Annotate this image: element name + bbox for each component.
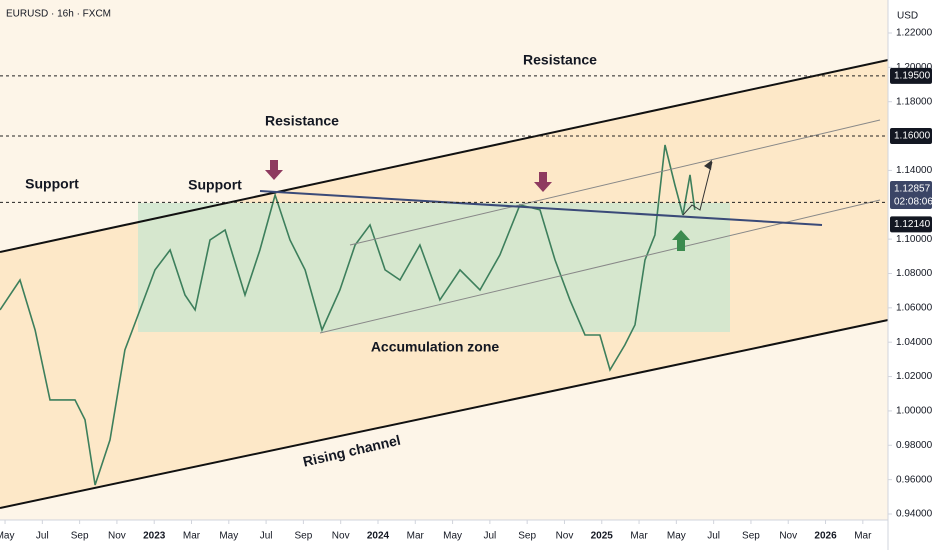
x-tick-label: Sep [742, 531, 760, 542]
x-tick-label: May [0, 531, 14, 542]
x-tick-label: Nov [779, 531, 797, 542]
channel-upper [0, 59, 889, 253]
x-tick-label: Mar [183, 531, 201, 542]
level-label: 1.12140 [894, 219, 931, 230]
annotation: Support [188, 177, 242, 193]
y-tick-label: 1.14000 [896, 165, 932, 176]
x-tick-label: Nov [332, 531, 350, 542]
annotation: Support [25, 176, 79, 192]
x-tick-label: 2023 [143, 531, 166, 542]
annotation: Accumulation zone [371, 339, 500, 355]
y-tick-label: 1.08000 [896, 268, 932, 279]
x-tick-label: Mar [630, 531, 648, 542]
arrow-down [534, 172, 552, 192]
price-badge [890, 181, 932, 210]
y-tick-label: 1.20000 [896, 62, 932, 73]
currency: USD [897, 11, 918, 22]
x-tick-label: May [443, 531, 462, 542]
countdown: 02:08:06 [894, 197, 932, 208]
level-badge [890, 67, 932, 84]
chart-title: EURUSD · 16h · FXCM [6, 9, 111, 20]
x-tick-label: Jul [36, 531, 49, 542]
y-tick-label: 0.94000 [896, 509, 932, 520]
arrow-down [265, 160, 283, 180]
y-tick-label: 1.00000 [896, 406, 932, 417]
price-label: 1.12857 [894, 184, 931, 195]
annotation: Resistance [523, 52, 597, 68]
x-tick-label: Jul [483, 531, 496, 542]
projection [682, 161, 713, 216]
x-tick-label: Mar [407, 531, 425, 542]
x-tick-label: 2024 [367, 531, 390, 542]
level-badge [890, 128, 932, 145]
y-tick-label: 0.98000 [896, 440, 932, 451]
level-label: 1.16000 [894, 131, 931, 142]
channel-lower [0, 319, 889, 509]
x-tick-label: 2025 [591, 531, 614, 542]
x-tick-label: Sep [294, 531, 312, 542]
trendline [259, 190, 823, 226]
x-tick-label: May [667, 531, 686, 542]
level-label: 1.19500 [894, 71, 931, 82]
annotation: Resistance [265, 113, 339, 129]
y-tick-label: 1.10000 [896, 234, 932, 245]
level-badge [890, 216, 932, 233]
x-tick-label: Nov [108, 531, 126, 542]
price-line [0, 144, 696, 486]
inner-channel-upper [349, 119, 881, 246]
y-tick-label: 1.22000 [896, 28, 932, 39]
projection-head [704, 160, 712, 170]
y-tick-label: 1.04000 [896, 337, 932, 348]
y-tick-label: 1.18000 [896, 96, 932, 107]
y-tick-label: 1.02000 [896, 371, 932, 382]
x-tick-label: Sep [518, 531, 536, 542]
x-tick-label: May [219, 531, 238, 542]
accumulation-zone [138, 203, 730, 332]
x-tick-label: Nov [556, 531, 574, 542]
arrow-up [672, 230, 690, 251]
x-tick-label: Sep [71, 531, 89, 542]
y-tick-label: 1.06000 [896, 302, 932, 313]
x-tick-label: 2026 [814, 531, 837, 542]
y-tick-label: 0.96000 [896, 474, 932, 485]
x-tick-label: Jul [707, 531, 720, 542]
x-tick-label: Jul [260, 531, 273, 542]
x-tick-label: Mar [854, 531, 872, 542]
